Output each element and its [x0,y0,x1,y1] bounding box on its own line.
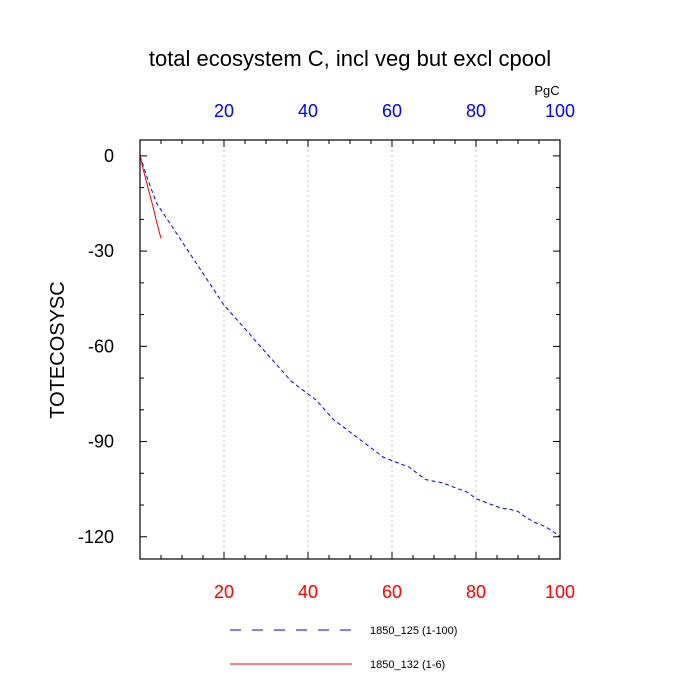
y-tick-label: 0 [104,146,114,166]
y-tick-label: -90 [88,432,114,452]
x-tick-label-top: 100 [545,101,575,121]
axis-ticks [140,140,560,559]
y-tick-label: -120 [78,527,114,547]
series-line-1 [139,155,561,538]
x-tick-label-bottom: 60 [382,582,402,602]
legend-label-2: 1850_132 (1-6) [370,659,445,671]
x-tick-label-bottom: 20 [214,582,234,602]
legend-label-1: 1850_125 (1-100) [370,625,457,637]
chart-title: total ecosystem C, incl veg but excl cpo… [149,46,551,71]
y-tick-label: -30 [88,241,114,261]
x-tick-label-top: 80 [466,101,486,121]
tick-labels: 20 20 40 40 60 60 80 80 100 100 0 -30 -60 -90 -120 [78,101,575,602]
plot-frame [139,139,561,560]
x-tick-label-top: 60 [382,101,402,121]
x-tick-label-bottom: 80 [466,582,486,602]
y-axis-label: TOTECOSYSC [47,281,69,418]
x-tick-label-bottom: 40 [298,582,318,602]
x-tick-label-top: 20 [214,101,234,121]
series-lines [139,155,561,538]
y-tick-label: -60 [88,336,114,356]
grid-lines [223,140,477,559]
x-tick-label-bottom: 100 [545,582,575,602]
x-tick-label-top: 40 [298,101,318,121]
units-label: PgC [534,83,559,98]
series-line-2 [139,155,162,239]
legend: 1850_125 (1-100) 1850_132 (1-6) [230,625,457,671]
